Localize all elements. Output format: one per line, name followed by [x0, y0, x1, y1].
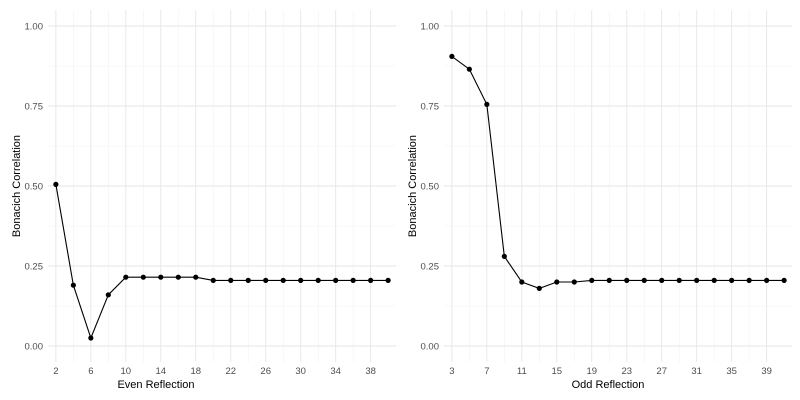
x-tick-label: 3 [449, 366, 454, 377]
data-point [368, 277, 374, 283]
data-point [659, 277, 665, 283]
data-point [641, 277, 647, 283]
x-tick-label: 2 [53, 366, 58, 377]
data-points [449, 53, 787, 291]
x-tick-label: 22 [225, 366, 236, 377]
data-point [694, 277, 700, 283]
data-point [105, 292, 111, 298]
x-tick-label: 39 [761, 366, 772, 377]
data-point [536, 285, 542, 291]
data-point [385, 277, 391, 283]
y-tick-label: 0.25 [421, 262, 440, 273]
data-point [624, 277, 630, 283]
data-point [280, 277, 286, 283]
y-tick-label: 1.00 [421, 22, 440, 33]
data-point [501, 253, 507, 259]
y-tick-labels: 0.00 0.25 0.50 0.75 1.00 [421, 22, 440, 353]
x-tick-label: 11 [517, 366, 527, 377]
x-tick-label: 35 [726, 366, 737, 377]
data-point [298, 277, 304, 283]
data-point [746, 277, 752, 283]
data-points [53, 181, 391, 341]
major-gridlines [444, 10, 792, 362]
y-tick-label: 0.00 [25, 342, 44, 353]
y-tick-label: 0.25 [25, 262, 44, 273]
data-point [228, 277, 234, 283]
data-point [263, 277, 269, 283]
y-tick-label: 0.50 [25, 182, 44, 193]
data-point [571, 279, 577, 285]
data-point [781, 277, 787, 283]
data-point [123, 274, 129, 280]
data-point [315, 277, 321, 283]
x-tick-label: 10 [121, 366, 132, 377]
data-point [53, 181, 59, 187]
x-tick-label: 27 [656, 366, 667, 377]
data-point [554, 279, 560, 285]
data-point [711, 277, 717, 283]
x-tick-label: 7 [484, 366, 489, 377]
data-point [350, 277, 356, 283]
x-tick-label: 6 [88, 366, 93, 377]
x-tick-label: 23 [621, 366, 632, 377]
x-tick-labels: 3 7 11 15 19 23 27 31 35 39 [449, 366, 772, 377]
y-tick-label: 0.50 [421, 182, 440, 193]
y-axis-label: Bonacich Correlation [407, 135, 419, 237]
x-tick-label: 31 [691, 366, 702, 377]
series-line [55, 184, 389, 340]
x-tick-label: 26 [260, 366, 271, 377]
data-point [606, 277, 612, 283]
x-tick-label: 14 [156, 366, 167, 377]
series-line [451, 55, 785, 289]
data-point [676, 277, 682, 283]
x-axis-label: Odd Reflection [572, 379, 645, 391]
x-tick-label: 18 [190, 366, 201, 377]
data-point [449, 53, 455, 60]
x-tick-label: 15 [552, 366, 563, 377]
x-axis-label: Even Reflection [117, 379, 194, 391]
data-point [519, 279, 525, 285]
y-tick-label: 1.00 [25, 22, 44, 33]
y-tick-labels: 0.00 0.25 0.50 0.75 1.00 [25, 22, 44, 353]
x-tick-label: 30 [295, 366, 306, 377]
data-point [729, 277, 735, 283]
data-point [764, 277, 770, 283]
x-tick-label: 19 [586, 366, 597, 377]
y-tick-label: 0.75 [25, 102, 44, 113]
data-point [88, 335, 94, 341]
data-point [333, 277, 339, 283]
panel-even-reflection: 0.000.250.500.751.00 2 6 10 14 18 22 26 30 34 38 … [11, 10, 396, 391]
panel-odd-reflection: 0.000.250.500.751.00 3 7 11 15 19 23 27 31 35 39 … [407, 10, 792, 391]
data-point [210, 277, 216, 283]
data-point [70, 282, 76, 288]
data-point [140, 274, 146, 280]
x-tick-label: 38 [365, 366, 376, 377]
data-point [158, 274, 164, 280]
data-point [245, 277, 251, 283]
data-point [589, 277, 595, 283]
x-tick-labels: 2 6 10 14 18 22 26 30 34 38 [53, 366, 376, 377]
major-gridlines [48, 10, 396, 362]
y-tick-label: 0.00 [421, 342, 440, 353]
x-tick-label: 34 [330, 366, 341, 377]
data-point [466, 66, 472, 72]
y-axis-label: Bonacich Correlation [11, 135, 23, 237]
y-tick-label: 0.75 [421, 102, 440, 113]
data-point [484, 101, 490, 107]
data-point [175, 274, 181, 280]
data-point [193, 274, 199, 280]
